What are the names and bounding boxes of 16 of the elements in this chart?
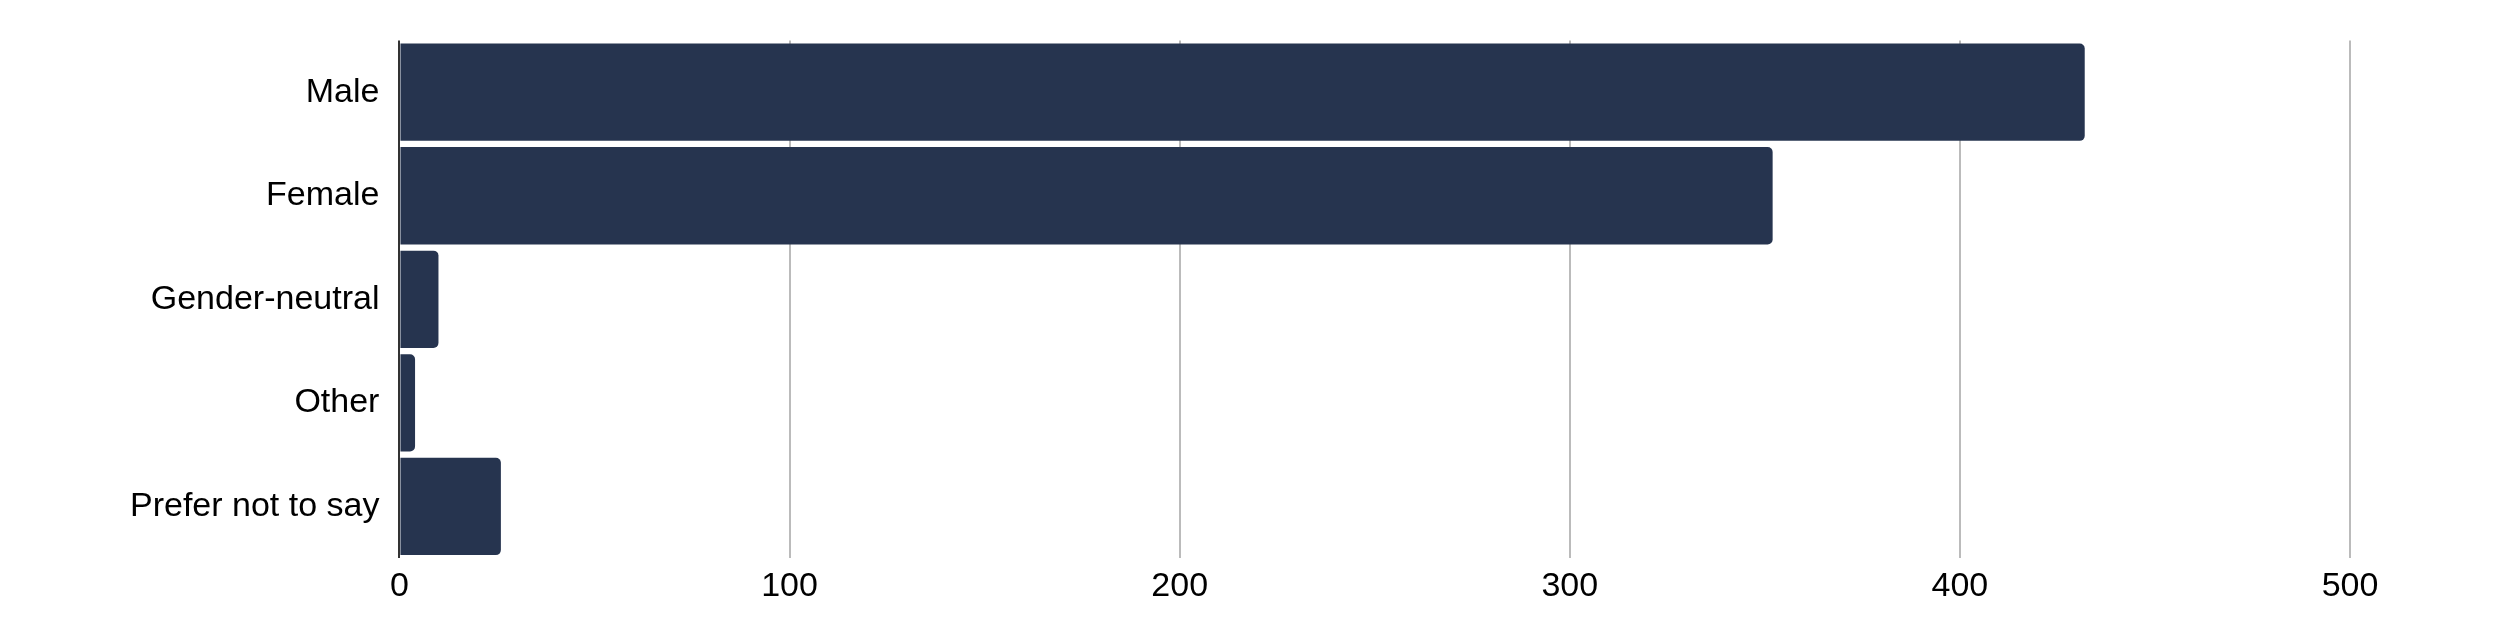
bar [400, 354, 416, 452]
x-tick-label: 0 [389, 564, 409, 603]
x-tick-label: 400 [1931, 564, 1989, 603]
y-tick-label: Other [294, 381, 380, 420]
y-tick-label: Gender-neutral [150, 277, 380, 316]
x-tick-label: 100 [761, 564, 818, 603]
x-tick-label: 500 [2321, 564, 2379, 603]
y-tick-label: Male [305, 70, 380, 109]
y-tick-label: Female [266, 174, 380, 213]
x-tick-label: 300 [1541, 564, 1599, 603]
bar [400, 147, 1773, 245]
y-tick-label: Prefer not to say [129, 484, 380, 523]
x-tick-label: 200 [1151, 564, 1209, 603]
bar [400, 457, 501, 556]
bar [400, 43, 2085, 141]
bar [400, 250, 439, 348]
